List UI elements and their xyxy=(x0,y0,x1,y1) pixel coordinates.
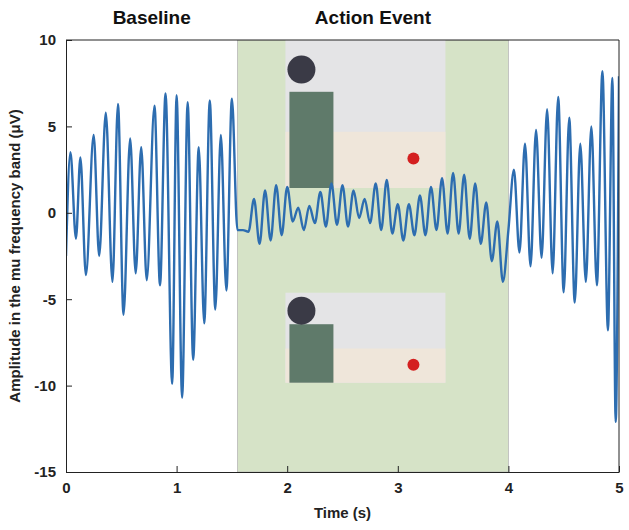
tick-label: -10 xyxy=(34,377,56,394)
plot-content xyxy=(237,40,508,472)
photo-person xyxy=(289,92,333,188)
tick-label: 1 xyxy=(173,479,181,496)
photo-background xyxy=(285,293,445,383)
tick-label: 0 xyxy=(48,204,56,221)
tick-label: 0 xyxy=(62,479,70,496)
tick: -10 xyxy=(34,377,72,394)
tick-label: -5 xyxy=(43,291,56,308)
annotation: Action Event xyxy=(315,7,432,28)
tick-label: 3 xyxy=(394,479,402,496)
tick-mark xyxy=(66,126,72,127)
tick-label: 2 xyxy=(284,479,292,496)
tick-mark xyxy=(508,466,509,472)
tick: 0 xyxy=(48,204,72,221)
tick-mark xyxy=(66,299,72,300)
tick-mark xyxy=(66,213,72,214)
annotation: Baseline xyxy=(113,7,191,28)
line-group xyxy=(66,71,619,422)
photo-person xyxy=(289,324,333,383)
tick-label: 5 xyxy=(48,118,56,135)
tick-mark xyxy=(398,466,399,472)
photo xyxy=(285,40,445,188)
signal-line xyxy=(66,71,619,422)
tick: 2 xyxy=(284,466,292,496)
tick: 1 xyxy=(173,466,181,496)
tick-mark xyxy=(66,472,72,473)
x-axis: 0 1 2 3 4 5 xyxy=(62,466,623,496)
tick: -5 xyxy=(43,291,72,308)
tick: 5 xyxy=(48,118,72,135)
axis-line xyxy=(66,41,67,473)
tick: -15 xyxy=(34,463,72,480)
photo xyxy=(285,293,445,383)
y-axis-title: Amplitude in the mu frequency band (μV) xyxy=(6,109,23,402)
photo-ball xyxy=(407,152,419,164)
tick-label: 4 xyxy=(505,479,514,496)
tick-label: 10 xyxy=(39,31,56,48)
chart: 0 1 2 3 4 5 -15 -10 -5 0 5 10 Time (s) Amplitude in t… xyxy=(0,0,629,530)
x-axis-title: Time (s) xyxy=(314,504,371,521)
axis-line xyxy=(67,472,620,473)
y-axis: -15 -10 -5 0 5 10 xyxy=(34,31,72,480)
photo-ball xyxy=(407,359,419,371)
tick-label: -15 xyxy=(34,463,56,480)
frame-top xyxy=(66,40,619,41)
tick-mark xyxy=(287,466,288,472)
tick-label: 5 xyxy=(615,479,623,496)
tick: 3 xyxy=(394,466,402,496)
photo-head xyxy=(287,297,315,325)
shaded-region xyxy=(237,40,508,472)
frame-right xyxy=(619,40,620,472)
photo-head xyxy=(287,56,315,84)
tick-mark xyxy=(177,466,178,472)
tick-mark xyxy=(66,386,72,387)
plot-area: 0 1 2 3 4 5 -15 -10 -5 0 5 10 xyxy=(34,31,623,495)
photo-background xyxy=(285,40,445,188)
tick: 4 xyxy=(505,466,514,496)
